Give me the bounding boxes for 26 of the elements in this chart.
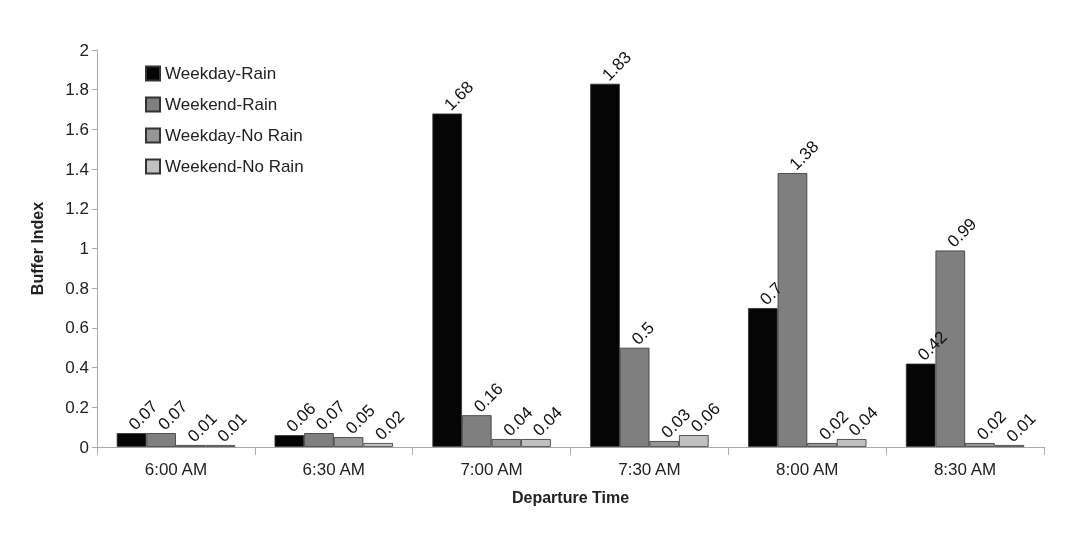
x-tick-label: 8:30 AM [933,460,997,479]
x-axis-title: Departure Time [511,488,630,506]
x-tick-label: 8:00 AM [776,460,839,479]
data-label: 0.99 [943,214,981,252]
x-tick-label: 6:30 AM [302,460,365,479]
y-tick-label: 0.2 [65,397,89,417]
x-tick-label: 6:00 AM [144,460,208,479]
y-tick-label: 0 [79,437,89,457]
legend-label: Weekend-No Rain [165,157,304,176]
y-tick-label: 2 [79,40,89,60]
y-tick-label: 1.6 [65,119,89,139]
y-tick-label: 1 [79,239,89,258]
y-tick-label: 1.2 [65,199,89,219]
y-tick-label: 0.4 [65,358,89,378]
y-axis-title: Buffer Index [28,201,46,296]
y-tick-label: 0.8 [65,278,89,298]
y-tick-label: 1.8 [65,80,89,100]
legend-label: Weekend-Rain [165,95,278,114]
legend-label: Weekday-Rain [165,64,277,83]
data-label: 0.7 [756,278,787,309]
x-tick-label: 7:00 AM [460,460,523,479]
x-tick-label: 7:30 AM [618,460,681,479]
y-tick-label: 0.6 [65,318,89,338]
y-tick-label: 1.4 [65,159,89,179]
legend-label: Weekday-No Rain [165,126,303,145]
data-label: 0.5 [627,318,659,349]
